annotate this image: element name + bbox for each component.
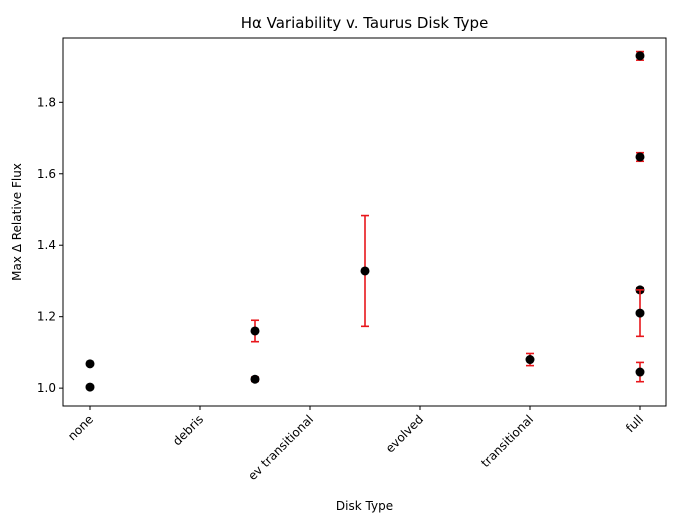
plot-area: 1.0 1.2 1.4 1.6 1.8 none debris ev transitional… xyxy=(37,37,667,483)
y-tick-label: 1.6 xyxy=(37,167,56,181)
y-tick-label: 1.2 xyxy=(37,310,56,324)
data-point xyxy=(85,359,95,369)
data-point xyxy=(360,266,370,276)
x-tick-label: transitional xyxy=(478,412,536,470)
data-point xyxy=(635,152,645,162)
y-tick-label: 1.0 xyxy=(37,381,56,395)
data-point xyxy=(250,374,260,384)
x-axis-label: Disk Type xyxy=(336,499,393,513)
y-axis-label: Max Δ Relative Flux xyxy=(10,163,24,281)
data-point xyxy=(525,355,535,365)
data-point xyxy=(85,382,95,392)
y-tick-label: 1.8 xyxy=(37,95,56,109)
y-tick-label: 1.4 xyxy=(37,238,56,252)
x-tick-label: debris xyxy=(170,412,206,448)
x-tick-label: full xyxy=(623,412,646,435)
x-tick-label: evolved xyxy=(383,412,426,455)
plot-frame xyxy=(62,37,667,407)
x-tick-label: none xyxy=(65,412,96,443)
x-tick-label: ev transitional xyxy=(245,412,316,483)
data-point xyxy=(635,367,645,377)
data-point xyxy=(250,326,260,336)
data-point xyxy=(635,51,645,61)
chart-title: Hα Variability v. Taurus Disk Type xyxy=(241,14,489,32)
data-point xyxy=(635,308,645,318)
